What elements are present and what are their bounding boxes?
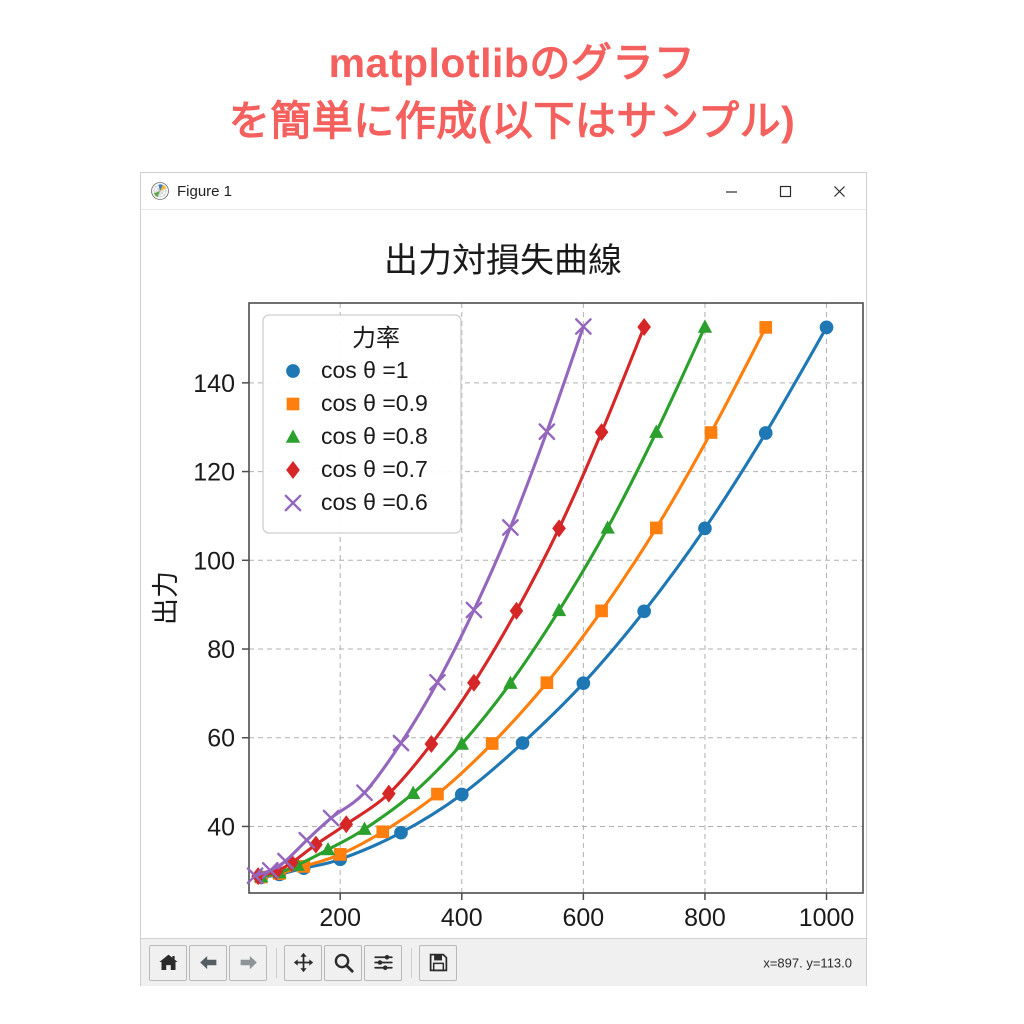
legend[interactable]: 力率 cos θ =1 cos θ =0.9 cos θ =0.8 cos θ =0.7… xyxy=(262,314,462,534)
promo-banner-line2: を簡単に作成(以下はサンプル) xyxy=(228,98,796,145)
close-button[interactable] xyxy=(812,173,866,209)
forward-button[interactable] xyxy=(229,944,267,981)
series-4 xyxy=(246,318,592,885)
data-series xyxy=(246,317,834,886)
legend-item-2: cos θ =0.8 xyxy=(285,423,428,449)
y-axis-label: 出力 xyxy=(151,571,181,625)
x-tick-label: 400 xyxy=(441,904,483,932)
x-tick-label: 200 xyxy=(319,904,361,932)
legend-item-4: cos θ =0.6 xyxy=(284,489,428,515)
coordinate-readout: x=897. y=113.0 xyxy=(763,955,852,970)
home-icon xyxy=(158,954,178,971)
configure-subplots-button[interactable] xyxy=(364,944,402,981)
home-button[interactable] xyxy=(149,944,187,981)
axes-frame xyxy=(248,302,864,894)
magnifier-icon xyxy=(334,953,354,973)
window-titlebar[interactable]: Figure 1 xyxy=(141,173,866,210)
matplotlib-icon xyxy=(151,182,169,200)
legend-item-3: cos θ =0.7 xyxy=(286,456,428,482)
legend-item-1: cos θ =0.9 xyxy=(286,390,428,416)
floppy-disk-icon xyxy=(429,953,447,972)
promo-banner-line1: matplotlibのグラフ xyxy=(328,40,696,86)
legend-item-label: cos θ =0.7 xyxy=(321,456,428,482)
maximize-icon xyxy=(779,185,791,197)
maximize-button[interactable] xyxy=(758,173,812,209)
y-tick-label: 40 xyxy=(207,813,235,841)
y-tick-label: 120 xyxy=(193,459,235,487)
x-tick-label: 1000 xyxy=(799,904,855,932)
figure-canvas[interactable]: 出力対損失曲線 200 400 600 800 1000 40 60 80 100 120 140 … xyxy=(141,210,866,938)
toolbar-separator xyxy=(411,947,412,978)
x-tick-label: 800 xyxy=(684,904,726,932)
y-tick-label: 100 xyxy=(193,547,235,575)
axis-ticks: 200 400 600 800 1000 40 60 80 100 120 140 xyxy=(193,370,854,932)
arrow-left-icon xyxy=(199,955,216,970)
toolbar-separator xyxy=(276,947,277,978)
pan-button[interactable] xyxy=(284,944,322,981)
y-tick-label: 60 xyxy=(207,725,235,753)
figure-window: Figure 1 xyxy=(140,172,867,986)
chart-title: 出力対損失曲線 xyxy=(384,242,622,280)
legend-item-label: cos θ =0.8 xyxy=(321,423,428,449)
legend-item-0: cos θ =1 xyxy=(286,357,409,383)
navigation-toolbar: x=897. y=113.0 xyxy=(141,938,866,986)
window-controls xyxy=(704,173,866,209)
back-button[interactable] xyxy=(189,944,227,981)
legend-item-label: cos θ =0.9 xyxy=(321,390,428,416)
y-tick-label: 80 xyxy=(207,636,235,664)
zoom-button[interactable] xyxy=(324,944,362,981)
save-button[interactable] xyxy=(419,944,457,981)
window-title: Figure 1 xyxy=(177,182,233,200)
minimize-icon xyxy=(725,190,737,193)
legend-item-label: cos θ =1 xyxy=(321,357,409,383)
move-arrows-icon xyxy=(293,952,313,973)
legend-item-label: cos θ =0.6 xyxy=(321,489,428,515)
legend-title: 力率 xyxy=(352,325,400,352)
sliders-icon xyxy=(373,954,393,971)
x-tick-label: 600 xyxy=(562,904,604,932)
minimize-button[interactable] xyxy=(704,173,758,209)
y-tick-label: 140 xyxy=(193,370,235,398)
output-vs-loss-chart: 出力対損失曲線 200 400 600 800 1000406080100120140 … xyxy=(141,210,866,938)
promo-banner: matplotlibのグラフ を簡単に作成(以下はサンプル) xyxy=(0,34,1024,150)
arrow-right-icon xyxy=(240,955,257,970)
canvas-background xyxy=(141,210,866,938)
close-icon xyxy=(833,185,845,197)
